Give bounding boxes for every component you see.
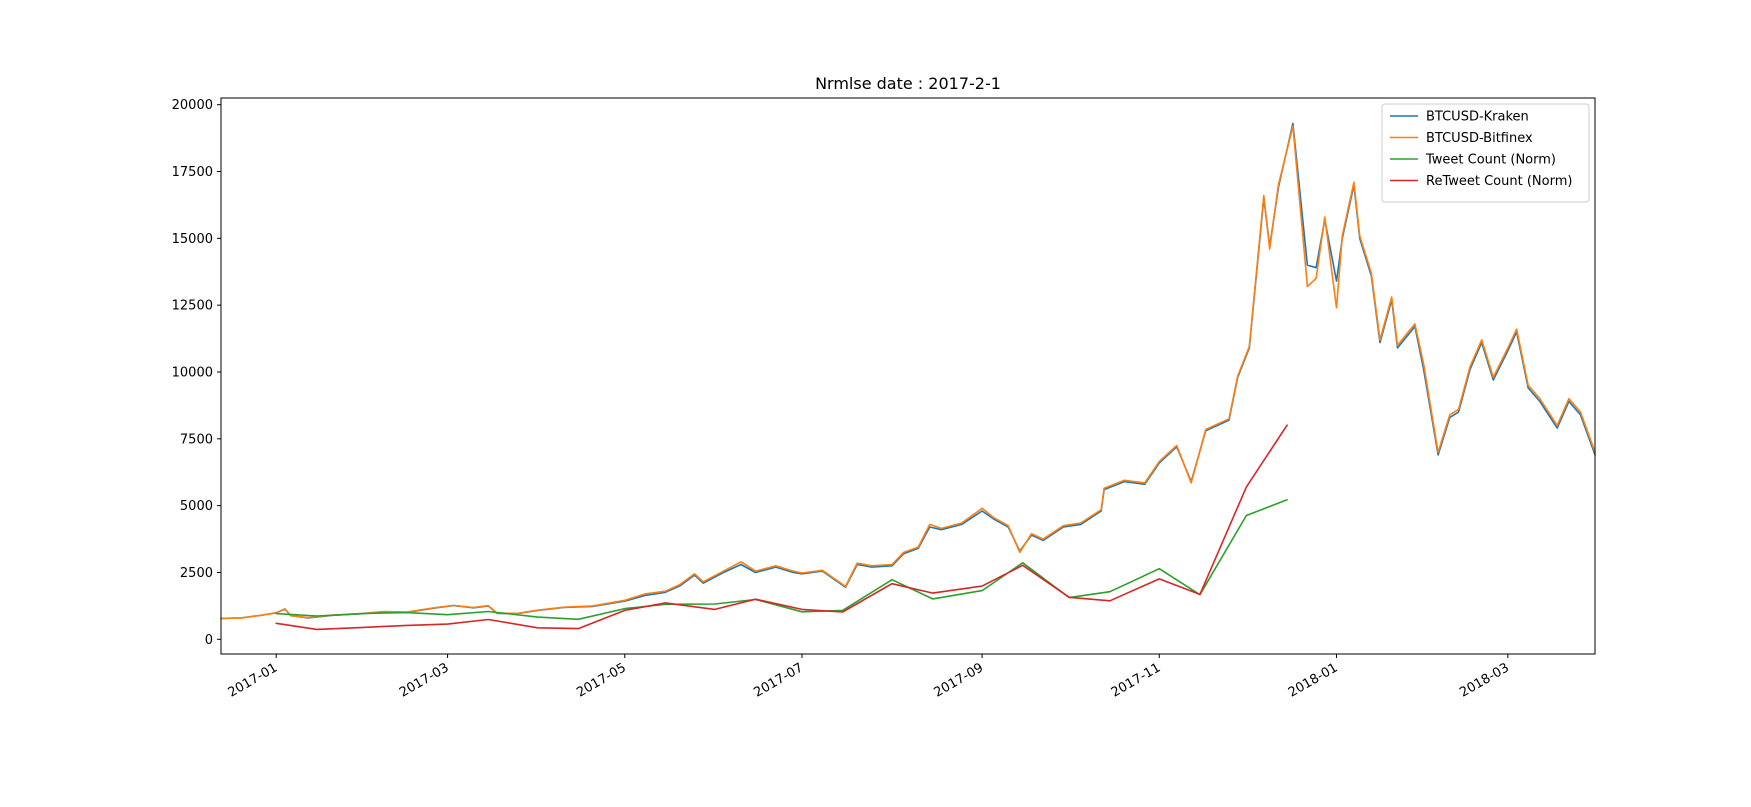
y-tick-label-1: 2500 bbox=[180, 566, 213, 581]
y-tick-label-7: 17500 bbox=[172, 165, 213, 180]
y-tick-label-0: 0 bbox=[205, 633, 213, 648]
y-tick-label-4: 10000 bbox=[172, 365, 213, 380]
y-tick-label-5: 12500 bbox=[172, 299, 213, 314]
series-line-2 bbox=[275, 499, 1288, 621]
legend-box bbox=[1381, 103, 1590, 203]
y-tick-label-2: 5000 bbox=[180, 499, 213, 514]
y-tick-label-6: 15000 bbox=[172, 232, 213, 247]
series-layer bbox=[220, 122, 1596, 631]
chart-title: Nrmlse date : 2017-2-1 bbox=[815, 74, 1001, 93]
legend-label-2: Tweet Count (Norm) bbox=[1425, 153, 1556, 168]
legend: BTCUSD-Kraken BTCUSD-Bitfinex Tweet Count … bbox=[1381, 103, 1590, 203]
legend-label-0: BTCUSD-Kraken bbox=[1426, 110, 1529, 125]
y-tick-label-8: 20000 bbox=[172, 98, 213, 113]
legend-label-1: BTCUSD-Bitfinex bbox=[1426, 131, 1533, 146]
legend-label-3: ReTweet Count (Norm) bbox=[1426, 174, 1572, 189]
y-tick-label-3: 7500 bbox=[180, 432, 213, 447]
plot-frame bbox=[220, 97, 1596, 655]
series-line-3 bbox=[275, 424, 1288, 631]
